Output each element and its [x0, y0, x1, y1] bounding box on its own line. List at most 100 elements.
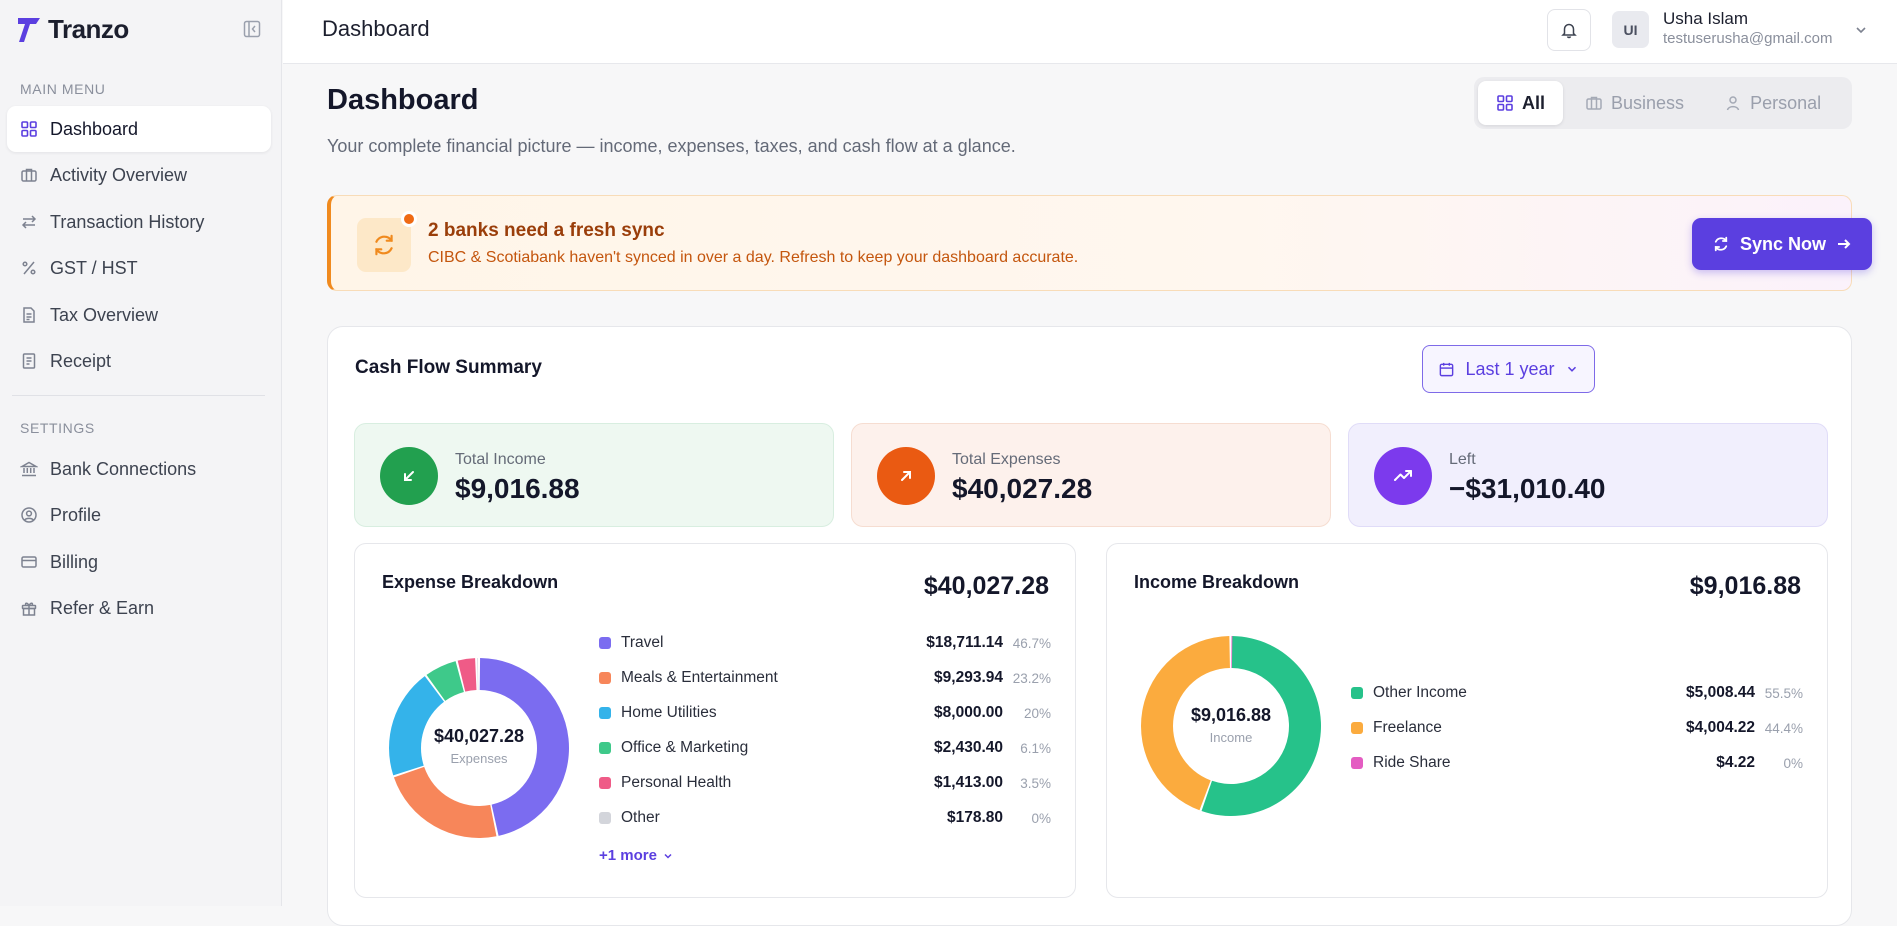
sidebar-item-receipt[interactable]: Receipt [7, 338, 271, 384]
sidebar-item-refer-earn[interactable]: Refer & Earn [7, 585, 271, 631]
legend-percent: 6.1% [1020, 740, 1051, 756]
income-icon-circle [380, 447, 438, 505]
briefcase-icon [1586, 96, 1602, 110]
legend-amount: $9,293.94 [934, 669, 1003, 686]
legend-swatch [1351, 722, 1363, 734]
legend-item[interactable]: Freelance $4,004.22 44.4% [1351, 717, 1803, 739]
notifications-button[interactable] [1547, 9, 1591, 51]
sidebar-item-label: Refer & Earn [50, 597, 155, 618]
sync-now-button[interactable]: Sync Now [1692, 218, 1872, 270]
legend-percent: 55.5% [1764, 685, 1803, 701]
legend-item[interactable]: Personal Health $1,413.00 3.5% [599, 772, 1051, 794]
topbar-title: Dashboard [322, 16, 430, 41]
expense-slice-home-utilities[interactable] [389, 676, 445, 776]
sidebar-item-billing[interactable]: Billing [7, 539, 271, 585]
expense-slice-meals-entertainment[interactable] [393, 766, 497, 838]
alert-text: CIBC & Scotiabank haven't synced in over… [428, 249, 1079, 266]
legend-amount: $178.80 [946, 809, 1003, 826]
legend-swatch [599, 637, 611, 649]
sync-now-label: Sync Now [1739, 233, 1827, 254]
collapse-sidebar-icon[interactable] [243, 20, 261, 38]
settings-label: SETTINGS [20, 420, 95, 436]
expense-breakdown-title: Expense Breakdown [382, 572, 559, 592]
legend-item[interactable]: Meals & Entertainment $9,293.94 23.2% [599, 667, 1051, 689]
income-slice-freelance[interactable] [1141, 636, 1230, 811]
sidebar-item-gst-hst[interactable]: GST / HST [7, 245, 271, 291]
briefcase-icon [21, 168, 37, 182]
donut-center-amount: $9,016.88 [1190, 705, 1272, 725]
legend-percent: 23.2% [1012, 670, 1051, 686]
arrow-up-right-icon [901, 471, 911, 481]
alert-icon-box [357, 218, 411, 272]
expense-icon-circle [877, 447, 935, 505]
income-slice-ride-share[interactable] [1231, 636, 1233, 669]
expense-donut-chart [389, 658, 569, 838]
tranzo-logo-icon [18, 17, 40, 42]
legend-swatch [599, 812, 611, 824]
alert-notification-dot [401, 211, 417, 227]
expense-slice-travel[interactable] [479, 658, 569, 836]
grid-icon [1497, 95, 1513, 111]
legend-amount: $8,000.00 [934, 704, 1003, 721]
filter-label: Business [1611, 92, 1685, 113]
stat-value: −$31,010.40 [1449, 473, 1606, 504]
left-balance-stat: Left −$31,010.40 [1348, 423, 1828, 527]
sidebar-item-label: Receipt [50, 350, 112, 371]
gift-icon [21, 602, 37, 616]
legend-item[interactable]: Office & Marketing $2,430.40 6.1% [599, 737, 1051, 759]
sidebar-item-label: Dashboard [50, 118, 139, 139]
sidebar-item-tax-overview[interactable]: Tax Overview [7, 292, 271, 338]
expense-slice-other[interactable] [477, 658, 479, 691]
main-content: Dashboard Your complete financial pictur… [283, 65, 1897, 926]
stat-label: Left [1449, 451, 1476, 468]
user-name[interactable]: Usha Islam [1663, 9, 1749, 28]
income-breakdown-total: $9,016.88 [1689, 572, 1801, 600]
legend-item[interactable]: Other $178.80 0% [599, 807, 1051, 829]
legend-item[interactable]: Ride Share $4.22 0% [1351, 752, 1803, 774]
document-icon [23, 307, 35, 323]
income-donut-chart [1141, 636, 1321, 816]
income-slice-other-income[interactable] [1201, 636, 1321, 816]
refresh-icon [1714, 236, 1728, 252]
left-icon-circle [1374, 447, 1432, 505]
expense-breakdown-total: $40,027.28 [923, 572, 1049, 600]
income-breakdown-panel: Income Breakdown $9,016.88 $9,016.88 Inc… [1106, 543, 1828, 898]
stat-label: Total Income [455, 451, 546, 468]
sidebar-item-profile[interactable]: Profile [7, 492, 271, 538]
legend-item[interactable]: Other Income $5,008.44 55.5% [1351, 682, 1803, 704]
expense-breakdown-panel: Expense Breakdown $40,027.28 $40,027.28 … [354, 543, 1076, 898]
legend-amount: $4,004.22 [1686, 719, 1755, 736]
sidebar-divider [12, 395, 265, 396]
user-email: testuserusha@gmail.com [1663, 30, 1833, 47]
donut-center-label: Income [1209, 730, 1253, 745]
avatar[interactable]: UI [1612, 11, 1649, 48]
user-circle-icon [21, 507, 37, 523]
show-more-link[interactable]: +1 more [599, 847, 674, 864]
legend-item[interactable]: Travel $18,711.14 46.7% [599, 632, 1051, 654]
chevron-down-icon[interactable] [1853, 22, 1869, 38]
legend-name: Personal Health [621, 774, 732, 791]
sidebar-item-dashboard[interactable]: Dashboard [7, 106, 271, 152]
sidebar-item-bank-connections[interactable]: Bank Connections [7, 446, 271, 492]
filter-business[interactable]: Business [1567, 81, 1702, 125]
alert-title: 2 banks need a fresh sync [428, 220, 665, 241]
filter-all[interactable]: All [1478, 81, 1564, 125]
period-dropdown[interactable]: Last 1 year [1422, 345, 1595, 393]
sidebar-item-label: Bank Connections [50, 458, 197, 479]
sidebar-item-activity-overview[interactable]: Activity Overview [7, 152, 271, 198]
stat-value: $9,016.88 [455, 473, 580, 504]
legend-amount: $4.22 [1716, 754, 1755, 771]
stat-label: Total Expenses [952, 451, 1061, 468]
expense-slice-personal-health[interactable] [457, 658, 477, 692]
brand-logo[interactable]: Tranzo [16, 14, 129, 45]
brand-name: Tranzo [48, 14, 129, 44]
filter-personal[interactable]: Personal [1706, 81, 1839, 125]
sidebar-item-transaction-history[interactable]: Transaction History [7, 199, 271, 245]
total-income-stat: Total Income $9,016.88 [354, 423, 834, 527]
legend-swatch [599, 742, 611, 754]
sidebar-item-label: Profile [50, 504, 102, 525]
bank-icon [20, 461, 38, 477]
total-expenses-stat: Total Expenses $40,027.28 [851, 423, 1331, 527]
expense-slice-office-marketing[interactable] [426, 661, 464, 701]
legend-item[interactable]: Home Utilities $8,000.00 20% [599, 702, 1051, 724]
